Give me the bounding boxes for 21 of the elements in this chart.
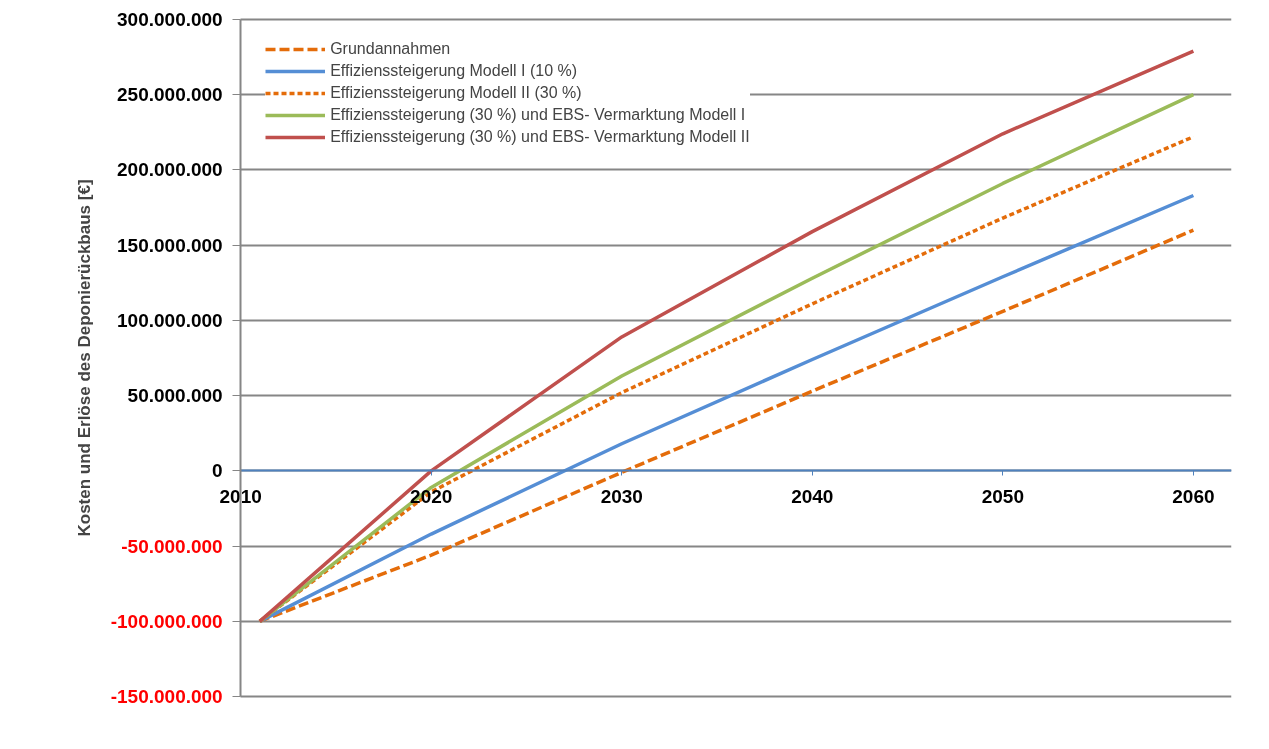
y-tick-label: -50.000.000 <box>121 535 223 557</box>
y-tick-label: 100.000.000 <box>117 309 223 331</box>
y-tick-label: 50.000.000 <box>127 385 223 407</box>
x-tick-label: 2050 <box>981 485 1024 507</box>
legend-label: Grundannahmen <box>330 39 451 59</box>
y-axis-title: Kosten und Erlöse des Deponierückbaus [€] <box>74 179 94 537</box>
x-tick-label: 2060 <box>1172 485 1215 507</box>
y-tick-label: 150.000.000 <box>117 234 223 256</box>
y-tick-label: 0 <box>212 460 223 482</box>
legend-label: Effizienssteigerung Modell II (30 %) <box>330 83 582 103</box>
legend-label: Effizienssteigerung Modell I (10 %) <box>330 61 578 81</box>
legend-label: Effizienssteigerung (30 %) und EBS- Vermarktung Modell I <box>330 105 746 125</box>
x-tick-label: 2010 <box>219 485 262 507</box>
x-tick-label: 2040 <box>791 485 834 507</box>
x-tick-label: 2030 <box>600 485 643 507</box>
y-tick-label: 250.000.000 <box>117 84 223 106</box>
legend-label: Effizienssteigerung (30 %) und EBS- Vermarktung Modell II <box>330 127 750 147</box>
y-tick-label: 300.000.000 <box>117 8 223 30</box>
y-tick-label: -150.000.000 <box>110 686 223 708</box>
y-tick-label: 200.000.000 <box>117 159 223 181</box>
y-tick-label: -100.000.000 <box>110 610 223 632</box>
